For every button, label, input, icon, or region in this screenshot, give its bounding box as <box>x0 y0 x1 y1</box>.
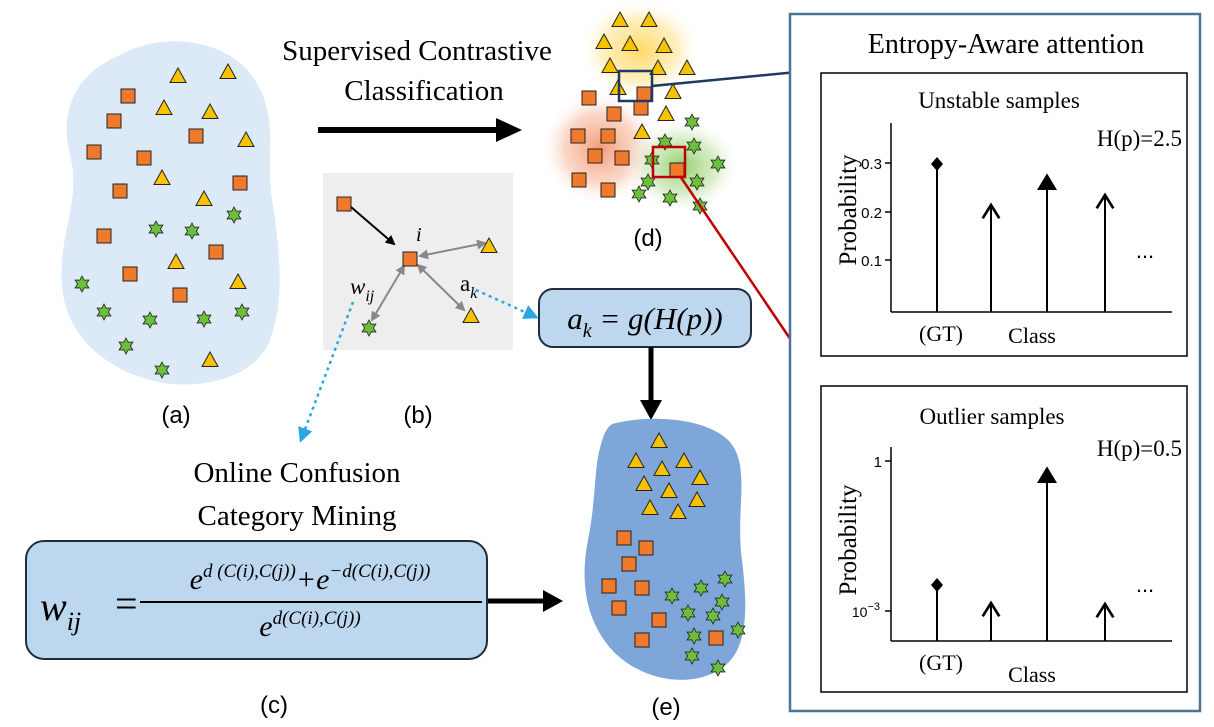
outlier-entropy: H(p)=0.5 <box>1097 436 1182 461</box>
unstable-ylabel: Probability <box>835 154 862 266</box>
graph-b <box>323 173 513 350</box>
node-i-label: i <box>416 224 422 246</box>
outlier-tick-top: 1 <box>874 454 882 471</box>
unstable-chart <box>820 72 1188 357</box>
outlier-gt: (GT) <box>919 650 963 675</box>
unstable-xlabel: Class <box>1008 323 1056 348</box>
outlier-title: Outlier samples <box>920 404 1065 429</box>
ak-formula: ak = g(H(p)) <box>567 301 723 342</box>
wij-denominator: ed(C(i),C(j)) <box>259 608 360 643</box>
label-e: (e) <box>651 694 680 721</box>
unstable-gt: (GT) <box>919 321 963 346</box>
ak-formula-box <box>538 288 752 348</box>
clusters-d <box>540 0 740 215</box>
wij-equals: = <box>115 581 138 626</box>
unstable-title: Unstable samples <box>918 88 1080 113</box>
outlier-ylabel: Probability <box>835 484 862 596</box>
online-title-line2: Category Mining <box>198 500 397 532</box>
online-title-line1: Online Confusion <box>193 457 401 489</box>
unstable-entropy: H(p)=2.5 <box>1097 126 1182 151</box>
entropy-panel-title: Entropy-Aware attention <box>868 29 1145 60</box>
outlier-highlight-box <box>651 145 687 179</box>
outlier-chart <box>820 385 1188 693</box>
wij-numerator: ed (C(i),C(j))+e−d(C(i),C(j)) <box>190 561 431 596</box>
wij-lhs: wij <box>40 584 81 636</box>
wij-right-arrow <box>488 590 563 612</box>
label-d: (d) <box>633 225 662 252</box>
ak-down-arrow <box>640 347 662 420</box>
unstable-tick-0: 0.3 <box>861 156 882 173</box>
supervised-title-line1: Supervised Contrastive <box>282 35 552 67</box>
label-a: (a) <box>161 402 190 429</box>
outlier-tick-bottom: 10−3 <box>852 601 880 620</box>
edge-w-label: wij <box>350 274 375 305</box>
blob-a <box>61 41 280 385</box>
unstable-ellipsis: ... <box>1136 238 1154 263</box>
supervised-title-line2: Classification <box>344 75 504 107</box>
outlier-xlabel: Class <box>1008 662 1056 687</box>
label-b: (b) <box>403 402 432 429</box>
label-c: (c) <box>260 692 288 719</box>
wij-formula-box <box>25 540 488 660</box>
blob-e <box>584 418 746 680</box>
unstable-tick-2: 0.1 <box>861 253 882 270</box>
outlier-ellipsis: ... <box>1136 572 1154 597</box>
unstable-tick-1: 0.2 <box>861 205 882 222</box>
node-a-label: ak <box>460 271 478 302</box>
main-arrow <box>318 118 522 142</box>
